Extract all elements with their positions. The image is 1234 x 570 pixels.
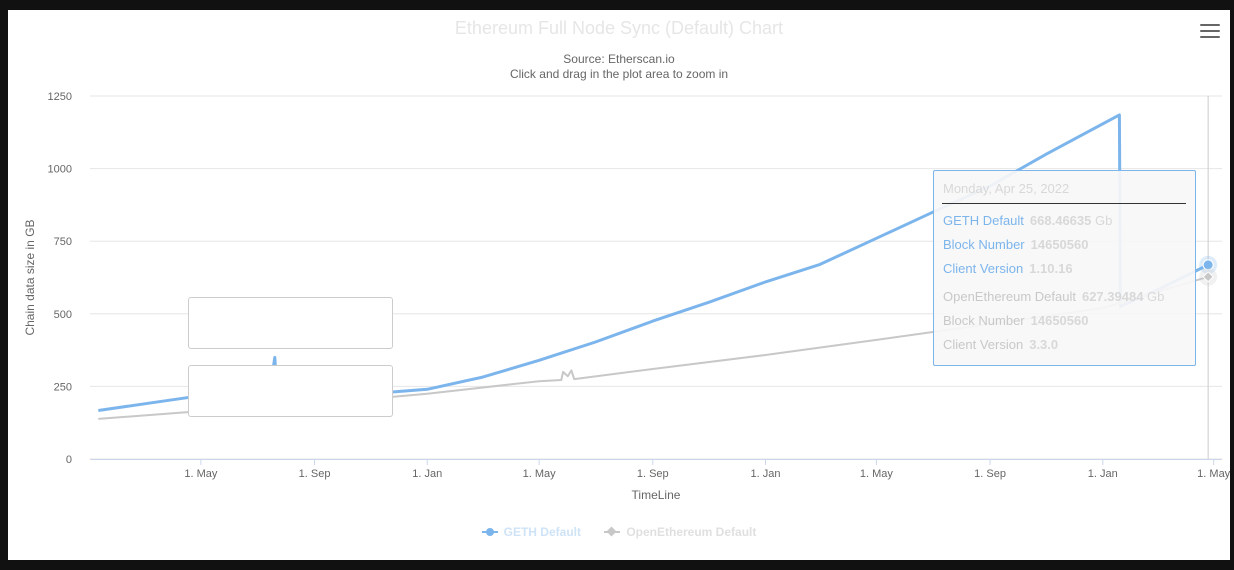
openethereum-hover-point [1202,271,1214,283]
legend-openethereum-label: OpenEthereum Default [626,525,757,539]
hamburger-menu-icon[interactable] [1200,24,1220,40]
tooltip-oe-size: OpenEthereum Default 627.39484 Gb [943,289,1165,304]
tooltip-geth-block: Block Number 14650560 [943,237,1089,252]
x-tick-label: 1. Jan [1088,468,1118,480]
watermark: @稀土掘金技术社区 [1062,539,1216,558]
tooltip-geth-version: Client Version 1.10.16 [943,261,1073,276]
legend-geth-label: GETH Default [503,525,581,539]
x-tick-label: 1. Sep [974,468,1006,480]
y-tick-label: 750 [54,236,72,248]
legend-openethereum-marker-icon [604,526,621,537]
y-axis-title: Chain data size in GB [23,219,37,335]
tooltip: Monday, Apr 25, 2022 GETH Default 668.466… [933,170,1196,366]
tooltip-divider [942,203,1186,204]
x-tick-label: 1. Jan [412,468,442,480]
geth-hover-point [1202,259,1214,271]
subtitle-source: Source: Etherscan.io [563,52,675,66]
x-tick-label: 1. May [523,468,557,480]
x-tick-label: 1. May [184,468,218,480]
chart-title: Ethereum Full Node Sync (Default) Chart [454,18,784,38]
tooltip-date: Monday, Apr 25, 2022 [943,181,1070,196]
legend-item-geth[interactable]: GETH Default [481,525,581,539]
subtitle-zoom-hint: Click and drag in the plot area to zoom … [509,67,729,81]
legend-geth-marker-icon [481,528,498,536]
legend-item-openethereum[interactable]: OpenEthereum Default [604,525,756,539]
x-tick-label: 1. Sep [637,468,669,480]
x-axis-title: TimeLine [632,488,681,502]
x-tick-label: 1. May [1197,468,1231,480]
x-tick-label: 1. Jan [751,468,781,480]
y-tick-label: 1000 [48,164,72,176]
x-tick-label: 1. May [860,468,894,480]
y-tick-label: 250 [54,381,72,393]
tooltip-geth-size: GETH Default 668.46635 Gb [943,213,1113,228]
legend: GETH Default OpenEthereum Default [0,522,1234,539]
tooltip-oe-block: Block Number 14650560 [943,313,1089,328]
annotation-box-upper [188,297,393,349]
y-tick-label: 1250 [48,91,72,103]
y-tick-label: 0 [66,454,72,466]
x-tick-label: 1. Sep [299,468,331,480]
y-tick-label: 500 [54,309,72,321]
chart-subtitle: Source: Etherscan.io Click and drag in t… [0,52,1234,82]
tooltip-oe-version: Client Version 3.3.0 [943,337,1059,352]
annotation-box-lower [188,365,393,417]
